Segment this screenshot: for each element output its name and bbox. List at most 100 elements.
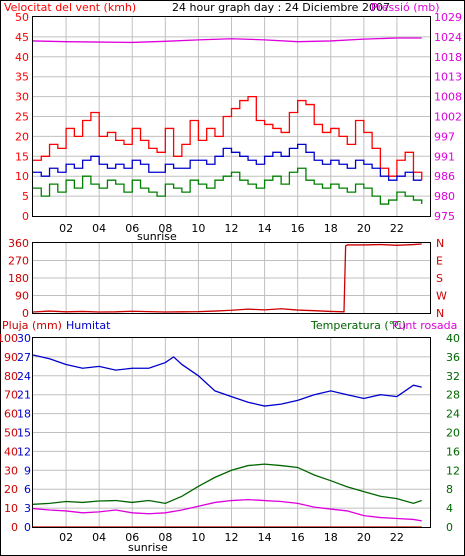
rain-tick-label: 100 <box>0 332 18 345</box>
wind-tick-label: 35 <box>15 71 29 84</box>
compass-label: S <box>436 272 443 285</box>
rain-tick-label: 10 <box>4 502 18 515</box>
humidity-tick-label: 6 <box>24 483 31 496</box>
humidity-tick-label: 24 <box>17 370 31 383</box>
humidity-tick-label: 18 <box>17 408 31 421</box>
wind-tick-label: 20 <box>15 130 29 143</box>
temperature-tick-label: 28 <box>446 389 460 402</box>
series-humidity <box>32 354 422 407</box>
x-tick-label: 14 <box>258 222 272 235</box>
series-temperature <box>32 463 422 505</box>
panel2-frame <box>32 242 431 314</box>
x-tick-label: 04 <box>92 531 106 544</box>
panel3-rain-ticks: 0 10 20 30 40 50 60 70 80 90 100 <box>0 332 18 534</box>
humidity-tick-label: 15 <box>17 427 31 440</box>
x-tick-label: 04 <box>92 222 106 235</box>
pressure-tick-label: 1013 <box>434 71 462 84</box>
panel2-series <box>32 243 422 313</box>
series-dewpoint <box>32 498 422 522</box>
x-tick-label: 10 <box>191 222 205 235</box>
pressure-tick-label: 991 <box>434 150 455 163</box>
humidity-tick-label: 3 <box>24 502 31 515</box>
wind-tick-label: 30 <box>15 91 29 104</box>
panel1-frame <box>32 16 431 217</box>
direction-tick-label: 90 <box>15 290 29 303</box>
wind-tick-label: 25 <box>15 111 29 124</box>
series-direction <box>32 243 422 313</box>
wind-tick-label: 10 <box>15 170 29 183</box>
rain-tick-label: 70 <box>4 389 18 402</box>
sunrise-label-bottom: sunrise <box>128 541 168 554</box>
temperature-tick-label: 40 <box>446 332 460 345</box>
wind-tick-label: 40 <box>15 51 29 64</box>
series-average <box>33 143 422 181</box>
wind-tick-label: 0 <box>22 210 29 223</box>
sunrise-label-top: sunrise <box>137 230 177 243</box>
compass-label: W <box>436 290 447 303</box>
rain-tick-label: 80 <box>4 370 18 383</box>
panel3-humidity-ticks: 0 3 6 9 12 15 18 21 24 27 30 <box>17 332 31 534</box>
pressure-axis-title: Pressió (mb) <box>371 1 440 14</box>
compass-label: N <box>436 307 444 320</box>
temperature-tick-label: 20 <box>446 427 460 440</box>
temperature-tick-label: 0 <box>446 521 453 534</box>
pressure-tick-label: 980 <box>434 190 455 203</box>
pressure-tick-label: 986 <box>434 170 455 183</box>
pressure-tick-label: 1018 <box>434 51 462 64</box>
pressure-tick-label: 997 <box>434 130 455 143</box>
x-tick-label: 22 <box>390 531 404 544</box>
panel3-x-ticks: 02 04 06 08 10 12 14 16 18 20 22 <box>59 531 404 544</box>
temperature-tick-label: 4 <box>446 502 453 515</box>
direction-tick-label: 0 <box>22 307 29 320</box>
panel3-frame <box>32 337 431 528</box>
compass-label: E <box>436 255 443 268</box>
x-tick-label: 22 <box>390 222 404 235</box>
rain-tick-label: 90 <box>4 351 18 364</box>
x-tick-label: 14 <box>258 531 272 544</box>
rain-tick-label: 40 <box>4 445 18 458</box>
x-tick-label: 08 <box>158 222 172 235</box>
direction-tick-label: 180 <box>8 272 29 285</box>
graph-title: 24 hour graph day : 24 Diciembre 2007 <box>172 1 390 14</box>
wind-tick-label: 5 <box>22 190 29 203</box>
panel3-temperature-ticks: 0 4 8 12 16 20 24 28 32 36 40 <box>446 332 460 534</box>
pressure-tick-label: 1008 <box>434 91 462 104</box>
pressure-tick-label: 1002 <box>434 111 462 124</box>
rain-axis-title: Pluja (mm) <box>2 319 62 332</box>
compass-label: N <box>436 237 444 250</box>
temperature-axis-title: Temperatura (°C) <box>310 319 406 332</box>
humidity-tick-label: 27 <box>17 351 31 364</box>
humidity-tick-label: 0 <box>24 521 31 534</box>
wind-tick-label: 15 <box>15 150 29 163</box>
panel1-right-ticks: 975 980 986 991 997 1002 1008 1013 1018 1024 1029 <box>434 11 462 223</box>
x-tick-label: 16 <box>291 531 305 544</box>
rain-tick-label: 0 <box>11 521 18 534</box>
direction-tick-label: 270 <box>8 255 29 268</box>
humidity-axis-title: Humitat <box>66 319 111 332</box>
temperature-tick-label: 16 <box>446 445 460 458</box>
x-tick-label: 06 <box>125 222 139 235</box>
x-tick-label: 12 <box>225 531 239 544</box>
panel2-grid <box>33 243 430 313</box>
wind-axis-title: Velocitat del vent (kmh) <box>4 1 136 14</box>
panel-wind-pressure: Velocitat del vent (kmh) 24 hour graph d… <box>4 1 462 243</box>
x-tick-label: 10 <box>191 531 205 544</box>
humidity-tick-label: 21 <box>17 389 31 402</box>
series-minimum <box>33 167 423 205</box>
rain-tick-label: 60 <box>4 408 18 421</box>
temperature-tick-label: 12 <box>446 464 460 477</box>
series-pressure <box>32 37 422 44</box>
humidity-tick-label: 12 <box>17 445 31 458</box>
x-tick-label: 16 <box>291 222 305 235</box>
temperature-tick-label: 8 <box>446 483 453 496</box>
x-tick-label: 20 <box>357 531 371 544</box>
x-tick-label: 02 <box>59 222 73 235</box>
temperature-tick-label: 32 <box>446 370 460 383</box>
wind-tick-label: 45 <box>15 31 29 44</box>
humidity-tick-label: 9 <box>24 464 31 477</box>
pressure-tick-label: 1024 <box>434 31 462 44</box>
